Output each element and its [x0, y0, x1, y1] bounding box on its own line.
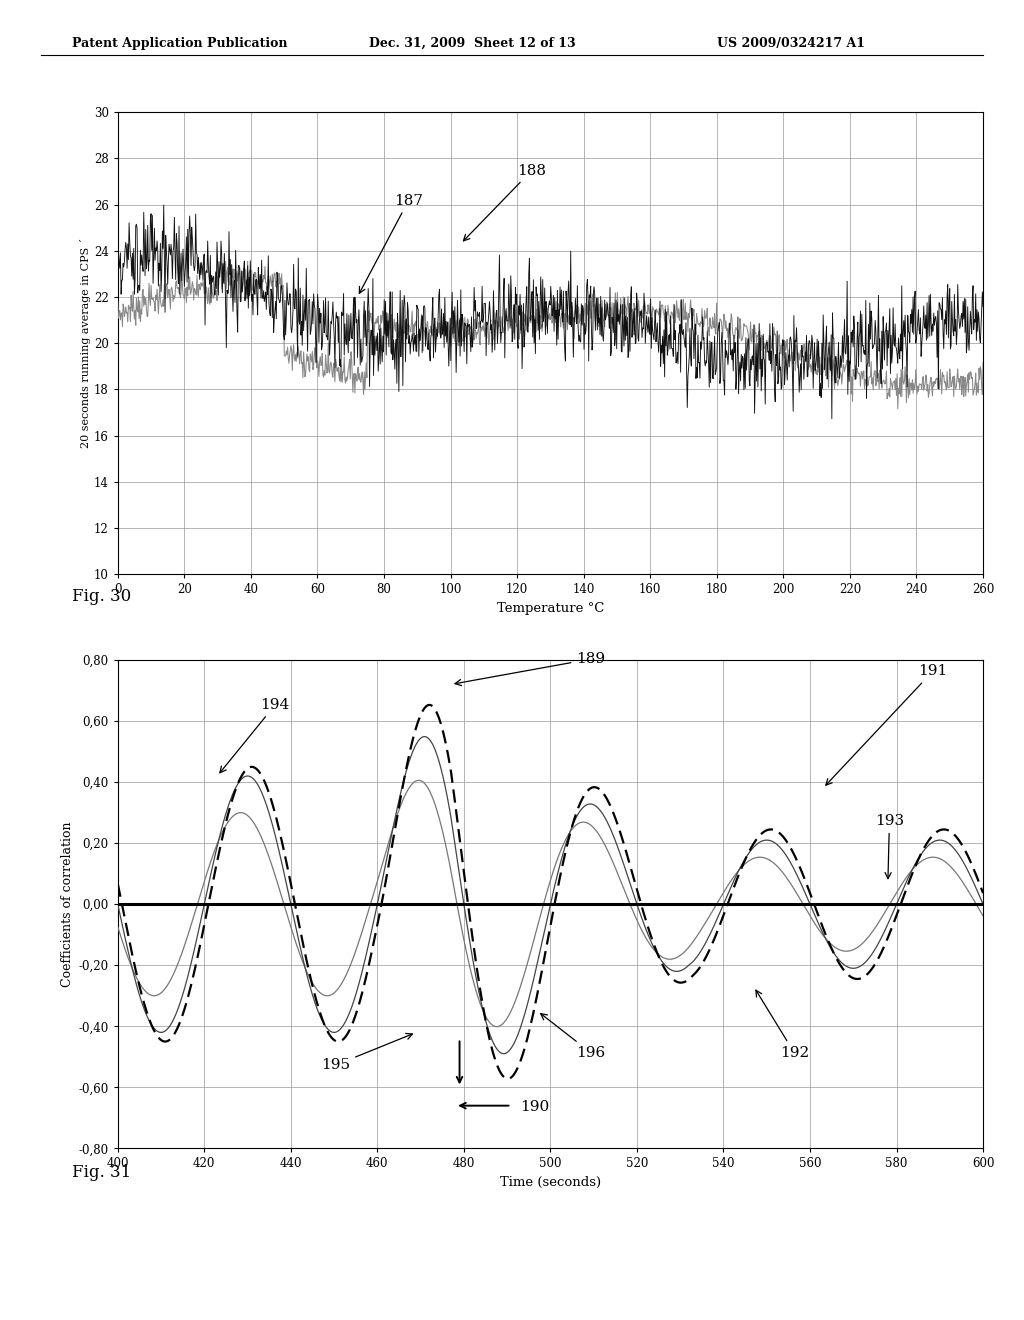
- Y-axis label: 20 seconds running average in CPS ´: 20 seconds running average in CPS ´: [80, 238, 91, 449]
- Text: 192: 192: [756, 990, 809, 1060]
- Text: 196: 196: [541, 1014, 605, 1060]
- Text: 193: 193: [874, 814, 904, 879]
- Text: Fig. 30: Fig. 30: [72, 587, 131, 605]
- Text: 194: 194: [220, 698, 290, 772]
- X-axis label: Time (seconds): Time (seconds): [500, 1176, 601, 1189]
- Text: 195: 195: [322, 1034, 413, 1072]
- Text: US 2009/0324217 A1: US 2009/0324217 A1: [717, 37, 865, 50]
- Y-axis label: Coefficients of correlation: Coefficients of correlation: [61, 821, 75, 987]
- Text: Fig. 31: Fig. 31: [72, 1164, 131, 1181]
- Text: 187: 187: [359, 194, 423, 293]
- Text: Dec. 31, 2009  Sheet 12 of 13: Dec. 31, 2009 Sheet 12 of 13: [369, 37, 575, 50]
- Text: Patent Application Publication: Patent Application Publication: [72, 37, 287, 50]
- Text: 189: 189: [455, 652, 605, 685]
- X-axis label: Temperature °C: Temperature °C: [497, 602, 604, 615]
- Text: 188: 188: [464, 164, 546, 240]
- Text: 190: 190: [520, 1100, 549, 1114]
- Text: 191: 191: [825, 664, 947, 785]
